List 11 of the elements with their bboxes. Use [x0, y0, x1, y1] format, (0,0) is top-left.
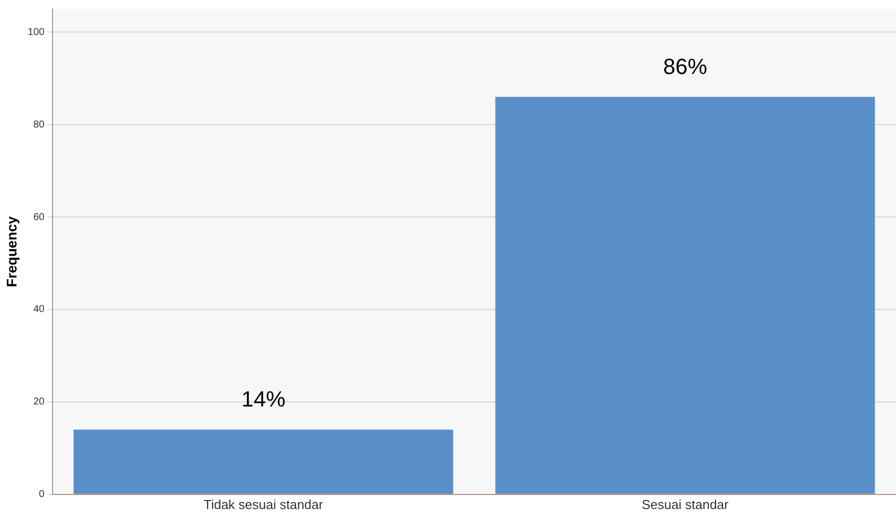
y-tick-label: 100 — [28, 26, 45, 38]
y-tick-label: 80 — [33, 119, 45, 130]
x-tick-label: Tidak sesuai standar — [204, 496, 324, 512]
y-tick-label: 40 — [33, 304, 45, 316]
data-label: 14% — [241, 386, 286, 412]
y-tick-label: 60 — [33, 212, 45, 223]
y-tick-label: 0 — [38, 489, 45, 500]
y-tick-label: 20 — [33, 396, 45, 408]
data-label: 86% — [663, 54, 708, 79]
y-axis-title: Frequency — [3, 216, 20, 288]
x-tick-label: Sesuai standar — [642, 496, 730, 512]
